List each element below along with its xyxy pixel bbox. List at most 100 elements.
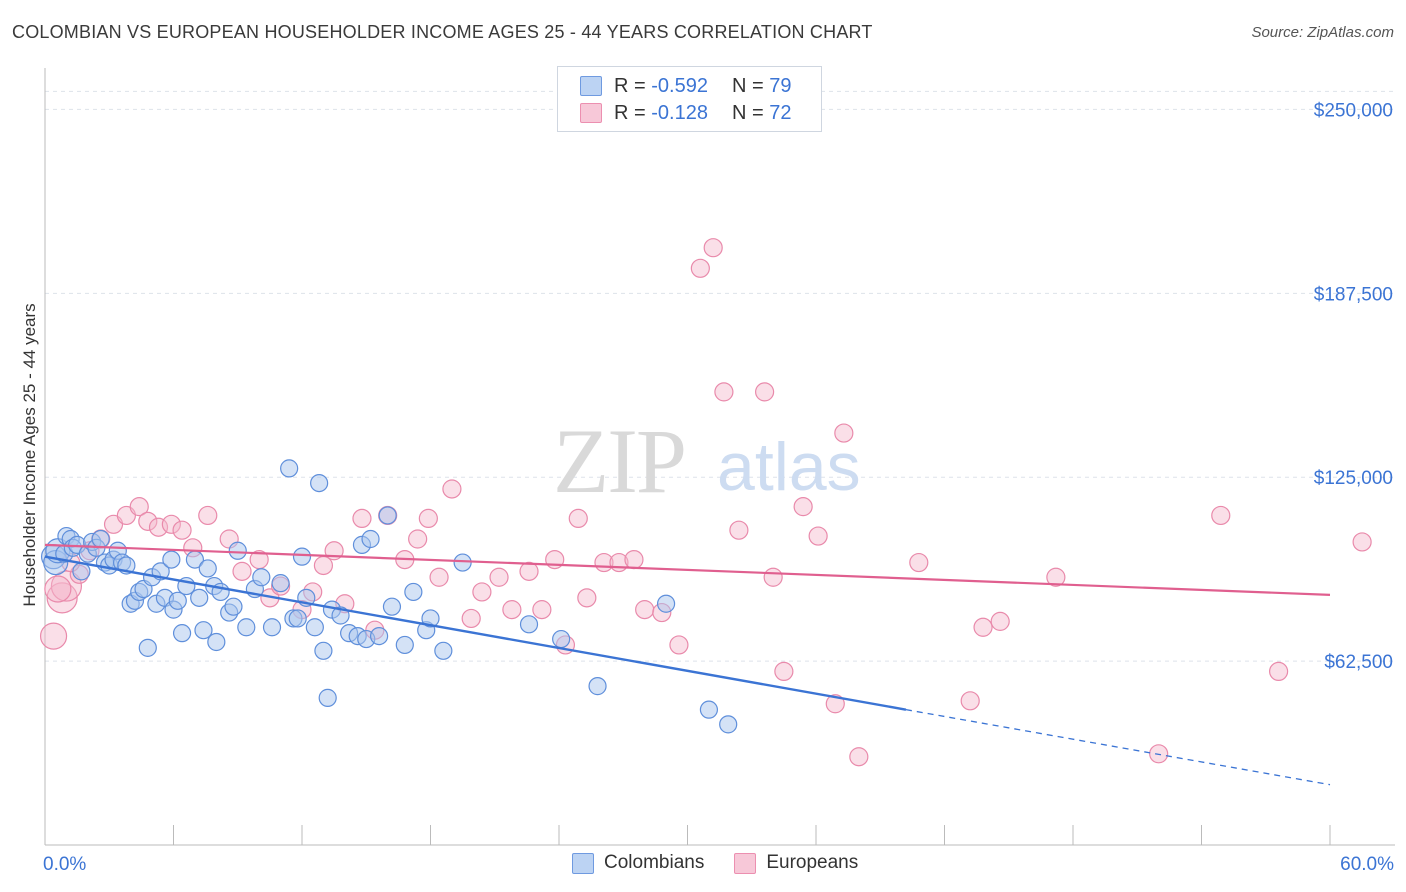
point-colombians <box>72 562 91 581</box>
point-europeans <box>46 582 78 614</box>
trend-line-europeans <box>44 543 1331 597</box>
point-colombians <box>421 609 440 628</box>
point-europeans <box>990 611 1010 631</box>
point-europeans <box>703 238 723 258</box>
point-colombians <box>305 618 324 637</box>
point-colombians <box>656 594 676 613</box>
point-colombians <box>404 582 423 602</box>
point-colombians <box>361 529 380 549</box>
point-europeans <box>690 258 710 278</box>
y-tick-label: $62,500 <box>1324 652 1393 673</box>
point-europeans <box>793 497 813 517</box>
point-europeans <box>714 382 734 402</box>
point-colombians <box>262 618 282 637</box>
point-europeans <box>577 588 597 608</box>
point-europeans <box>502 600 522 620</box>
point-colombians <box>453 553 472 572</box>
point-colombians <box>370 626 389 646</box>
point-colombians <box>434 641 453 660</box>
legend-n-europeans: 72 <box>769 101 792 124</box>
point-europeans <box>408 529 428 549</box>
point-europeans <box>849 747 869 767</box>
watermark-atlas: atlas <box>717 429 861 505</box>
point-europeans <box>774 661 794 682</box>
point-colombians <box>207 632 226 652</box>
point-europeans <box>519 561 539 581</box>
source-label: Source: ZipAtlas.com <box>1251 24 1394 41</box>
point-europeans <box>161 514 181 534</box>
point-colombians <box>237 618 256 637</box>
y-tick-label: $187,500 <box>1314 284 1393 305</box>
point-colombians <box>288 609 307 628</box>
point-colombians <box>318 688 337 707</box>
point-colombians <box>314 641 333 660</box>
point-europeans <box>763 567 783 587</box>
point-colombians <box>271 574 290 593</box>
point-europeans <box>1268 661 1289 682</box>
point-colombians <box>331 606 350 625</box>
bottom-legend-colombians: Colombians <box>572 852 704 874</box>
point-europeans <box>44 575 72 603</box>
point-colombians <box>552 629 571 649</box>
point-europeans <box>568 508 588 529</box>
point-europeans <box>532 600 552 620</box>
legend-r-europeans: -0.128 <box>651 101 708 124</box>
point-europeans <box>232 561 252 581</box>
point-colombians <box>280 459 299 478</box>
bottom-legend-europeans: Europeans <box>734 852 858 874</box>
trend-line-colombians-extension <box>905 709 1331 786</box>
chart-title: COLOMBIAN VS EUROPEAN HOUSEHOLDER INCOME… <box>12 22 873 42</box>
legend-n-colombians: 79 <box>769 74 792 97</box>
watermark-zip: ZIP <box>553 410 685 512</box>
legend-box: R = -0.592 N = 79 R = -0.128 N = 72 <box>557 66 822 132</box>
x-tick-label: 0.0% <box>43 854 86 875</box>
point-europeans <box>418 508 438 529</box>
point-europeans <box>1352 532 1372 552</box>
point-colombians <box>168 591 187 610</box>
point-colombians <box>198 559 217 578</box>
point-europeans <box>198 505 218 526</box>
point-europeans <box>973 617 993 637</box>
point-europeans <box>909 552 929 573</box>
point-colombians <box>519 615 539 634</box>
point-europeans <box>429 567 449 587</box>
point-colombians <box>588 677 607 696</box>
y-tick-label: $250,000 <box>1314 100 1393 121</box>
point-europeans <box>489 567 509 587</box>
point-colombians <box>228 541 247 560</box>
x-tick-label: 60.0% <box>1340 854 1394 875</box>
point-europeans <box>635 600 655 620</box>
point-colombians <box>138 638 157 657</box>
point-colombians <box>699 700 719 719</box>
point-europeans <box>461 608 481 629</box>
tick-labels: $62,500 $125,000 $187,500 $250,000 0.0% 60.0% <box>43 100 1394 875</box>
point-europeans <box>669 635 689 655</box>
point-europeans <box>138 511 158 531</box>
point-colombians <box>382 597 402 616</box>
point-europeans <box>352 508 372 529</box>
legend-swatch-colombians <box>580 76 602 96</box>
series-europeans <box>39 238 1372 767</box>
point-colombians <box>292 547 312 566</box>
point-colombians <box>719 715 738 734</box>
point-colombians <box>395 635 414 655</box>
point-colombians <box>162 550 181 569</box>
point-europeans <box>834 423 854 443</box>
point-europeans <box>808 526 828 546</box>
point-colombians <box>378 506 397 525</box>
legend-row-europeans: R = -0.128 N = 72 <box>580 101 792 125</box>
point-europeans <box>172 520 192 540</box>
point-colombians <box>172 624 192 643</box>
point-europeans <box>472 582 492 602</box>
legend-swatch-europeans <box>580 103 602 123</box>
point-colombians <box>310 473 329 493</box>
legend-r-colombians: -0.592 <box>651 74 708 97</box>
trend-line-colombians <box>44 555 907 711</box>
point-colombians <box>194 621 213 640</box>
point-colombians <box>252 568 271 587</box>
point-europeans <box>442 479 462 499</box>
legend-row-colombians: R = -0.592 N = 79 <box>580 74 792 98</box>
point-colombians <box>190 588 209 607</box>
axes <box>44 68 1395 846</box>
